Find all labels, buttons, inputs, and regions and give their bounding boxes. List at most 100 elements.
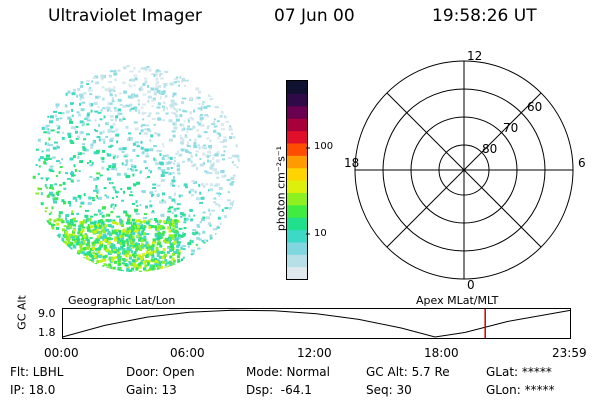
image-pixel xyxy=(157,265,161,269)
image-pixel xyxy=(203,162,205,165)
image-pixel xyxy=(216,132,220,135)
image-pixel xyxy=(84,254,89,256)
image-pixel xyxy=(173,126,178,130)
image-pixel xyxy=(178,227,183,230)
image-pixel xyxy=(47,142,50,146)
image-pixel xyxy=(99,235,103,239)
image-pixel xyxy=(149,245,152,249)
image-pixel xyxy=(157,117,162,121)
colorbar-segment xyxy=(287,105,307,119)
image-pixel xyxy=(119,239,123,243)
image-pixel xyxy=(128,261,132,265)
image-pixel xyxy=(150,253,154,257)
image-pixel xyxy=(152,210,155,213)
image-pixel xyxy=(179,123,182,126)
image-pixel xyxy=(198,103,201,105)
image-pixel xyxy=(43,161,47,165)
image-pixel xyxy=(202,101,206,103)
image-pixel xyxy=(101,86,105,89)
image-pixel xyxy=(160,213,165,217)
image-pixel xyxy=(117,260,121,264)
image-pixel xyxy=(163,239,167,243)
image-pixel xyxy=(87,227,91,230)
image-pixel xyxy=(169,82,173,85)
image-pixel xyxy=(145,221,149,225)
image-pixel xyxy=(157,167,161,170)
image-pixel xyxy=(59,166,63,168)
image-pixel xyxy=(206,239,209,242)
image-pixel xyxy=(77,242,81,246)
image-pixel xyxy=(145,254,147,258)
image-pixel xyxy=(197,247,201,250)
image-pixel xyxy=(135,212,140,215)
image-pixel xyxy=(162,145,165,148)
image-pixel xyxy=(116,172,121,176)
image-pixel xyxy=(166,221,170,225)
image-pixel xyxy=(68,118,72,121)
image-pixel xyxy=(188,214,191,218)
image-pixel xyxy=(174,103,178,106)
image-pixel xyxy=(80,95,83,99)
image-pixel xyxy=(221,175,225,178)
image-pixel xyxy=(239,162,240,166)
image-pixel xyxy=(187,242,192,246)
image-pixel xyxy=(137,243,140,246)
image-pixel xyxy=(70,103,74,106)
image-pixel xyxy=(155,246,159,250)
image-pixel xyxy=(76,111,80,114)
image-pixel xyxy=(103,233,107,237)
image-pixel xyxy=(91,261,94,265)
image-pixel xyxy=(121,237,125,241)
image-pixel xyxy=(81,229,85,232)
image-pixel xyxy=(77,151,80,154)
image-pixel xyxy=(133,106,138,110)
image-pixel xyxy=(189,97,193,101)
image-pixel xyxy=(191,249,196,253)
image-pixel xyxy=(200,248,203,252)
mlt-label-18: 18 xyxy=(344,156,359,170)
image-pixel xyxy=(175,108,178,112)
image-pixel xyxy=(209,234,213,238)
image-pixel xyxy=(48,191,53,195)
image-pixel xyxy=(168,240,172,244)
image-pixel xyxy=(95,149,100,153)
image-pixel xyxy=(67,132,72,136)
image-pixel xyxy=(142,93,147,96)
image-pixel xyxy=(167,157,172,160)
image-pixel xyxy=(199,113,203,116)
image-pixel xyxy=(157,235,161,239)
image-pixel xyxy=(52,193,55,197)
colorbar-segment xyxy=(287,167,307,181)
image-pixel xyxy=(72,230,75,234)
image-pixel xyxy=(123,155,128,158)
image-pixel xyxy=(145,167,148,170)
image-pixel xyxy=(134,127,139,131)
image-pixel xyxy=(166,240,170,244)
image-pixel xyxy=(51,156,56,159)
image-pixel xyxy=(215,125,218,128)
image-pixel xyxy=(47,128,50,131)
image-pixel xyxy=(57,146,60,149)
image-pixel xyxy=(170,99,175,103)
image-pixel xyxy=(91,241,95,245)
image-pixel xyxy=(80,223,84,227)
image-pixel xyxy=(78,224,82,228)
image-pixel xyxy=(217,216,221,220)
image-pixel xyxy=(110,256,114,260)
image-pixel xyxy=(122,244,126,248)
image-pixel xyxy=(137,231,141,235)
image-pixel xyxy=(93,177,98,181)
image-pixel xyxy=(110,204,113,208)
image-pixel xyxy=(209,166,213,170)
image-pixel xyxy=(121,262,125,265)
image-pixel xyxy=(158,260,163,264)
image-pixel xyxy=(73,220,78,223)
image-pixel xyxy=(97,219,101,223)
image-pixel xyxy=(65,235,69,239)
image-pixel xyxy=(193,163,197,167)
image-pixel xyxy=(135,264,139,268)
image-pixel xyxy=(87,259,91,262)
image-pixel xyxy=(126,65,130,68)
image-pixel xyxy=(119,242,123,246)
image-pixel xyxy=(111,225,115,229)
